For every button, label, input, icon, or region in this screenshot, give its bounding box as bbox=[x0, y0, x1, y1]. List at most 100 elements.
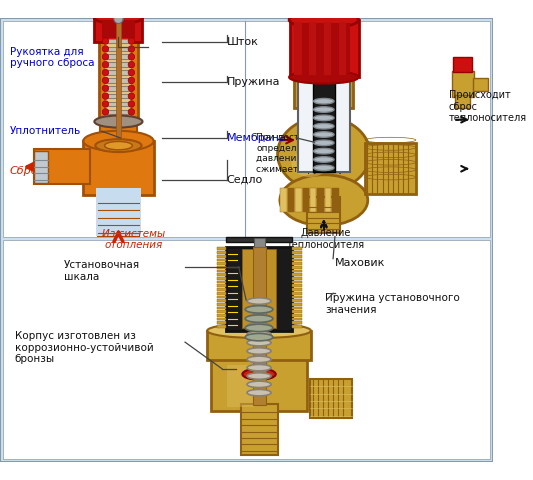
Bar bbox=[216, 247, 226, 250]
Ellipse shape bbox=[247, 356, 271, 362]
Bar bbox=[227, 365, 254, 407]
Ellipse shape bbox=[289, 12, 359, 28]
Bar bbox=[293, 285, 302, 287]
Bar bbox=[303, 188, 309, 212]
Bar bbox=[106, 35, 131, 118]
Bar bbox=[216, 266, 226, 269]
Circle shape bbox=[128, 77, 135, 84]
Ellipse shape bbox=[245, 315, 273, 323]
Bar bbox=[293, 325, 302, 328]
Bar bbox=[293, 310, 302, 313]
Ellipse shape bbox=[245, 306, 273, 313]
Circle shape bbox=[102, 69, 109, 76]
Ellipse shape bbox=[247, 331, 271, 337]
Circle shape bbox=[102, 46, 109, 52]
Bar bbox=[3, 240, 490, 459]
Circle shape bbox=[102, 101, 109, 107]
Text: Седло: Седло bbox=[227, 175, 263, 185]
Bar bbox=[216, 296, 226, 298]
Bar bbox=[216, 288, 226, 291]
Bar bbox=[253, 247, 265, 405]
Bar bbox=[116, 13, 121, 138]
Text: Установочная
шкала: Установочная шкала bbox=[64, 260, 140, 282]
Ellipse shape bbox=[247, 323, 271, 329]
Bar bbox=[114, 15, 123, 20]
Bar bbox=[226, 247, 293, 331]
Bar bbox=[216, 318, 226, 321]
Bar bbox=[473, 78, 488, 91]
Text: Пружина установочного
значения: Пружина установочного значения bbox=[326, 293, 460, 315]
Bar bbox=[325, 188, 331, 212]
Bar bbox=[288, 188, 294, 212]
Bar bbox=[216, 303, 226, 306]
Ellipse shape bbox=[245, 334, 273, 341]
Bar bbox=[293, 270, 302, 272]
Text: Пружина: Пружина bbox=[227, 77, 280, 87]
Ellipse shape bbox=[313, 115, 334, 120]
Bar bbox=[294, 75, 353, 108]
Bar bbox=[98, 195, 139, 236]
Circle shape bbox=[128, 46, 135, 52]
Text: Мембрана: Мембрана bbox=[227, 133, 287, 143]
Circle shape bbox=[102, 38, 109, 44]
Ellipse shape bbox=[249, 371, 269, 378]
Bar bbox=[216, 285, 226, 287]
Bar bbox=[216, 270, 226, 272]
Ellipse shape bbox=[247, 373, 271, 379]
Ellipse shape bbox=[247, 348, 271, 354]
Ellipse shape bbox=[83, 131, 154, 151]
Bar bbox=[454, 57, 472, 72]
Bar bbox=[307, 197, 341, 233]
Text: Рукоятка для
ручного сброса: Рукоятка для ручного сброса bbox=[10, 47, 94, 69]
Bar bbox=[289, 20, 359, 77]
Bar bbox=[216, 281, 226, 284]
Ellipse shape bbox=[289, 71, 359, 84]
Ellipse shape bbox=[313, 98, 334, 104]
Bar bbox=[226, 237, 293, 242]
Bar bbox=[293, 318, 302, 321]
Bar bbox=[107, 94, 130, 98]
Bar bbox=[293, 251, 302, 254]
Bar bbox=[451, 71, 474, 96]
Bar bbox=[94, 18, 142, 42]
Bar bbox=[216, 325, 226, 328]
Bar bbox=[207, 331, 311, 360]
Bar bbox=[34, 149, 90, 184]
Circle shape bbox=[114, 14, 123, 24]
Circle shape bbox=[128, 93, 135, 99]
Circle shape bbox=[102, 54, 109, 60]
Ellipse shape bbox=[313, 132, 334, 137]
Text: Из системы
отопления: Из системы отопления bbox=[101, 229, 165, 251]
Ellipse shape bbox=[243, 369, 276, 380]
Bar bbox=[107, 39, 130, 43]
Bar bbox=[332, 188, 338, 212]
Ellipse shape bbox=[313, 140, 334, 145]
Bar bbox=[99, 29, 138, 121]
Ellipse shape bbox=[245, 324, 273, 332]
Bar bbox=[216, 255, 226, 258]
Bar bbox=[455, 95, 470, 108]
Ellipse shape bbox=[247, 314, 271, 321]
Ellipse shape bbox=[313, 148, 334, 154]
Ellipse shape bbox=[247, 364, 271, 371]
Bar bbox=[107, 102, 130, 106]
Ellipse shape bbox=[313, 123, 334, 129]
Bar bbox=[216, 322, 226, 324]
Bar bbox=[216, 314, 226, 317]
Circle shape bbox=[102, 61, 109, 68]
Bar bbox=[102, 20, 135, 38]
Bar bbox=[280, 188, 287, 212]
Bar bbox=[107, 109, 130, 114]
Bar bbox=[293, 288, 302, 291]
Bar bbox=[298, 23, 350, 73]
Bar bbox=[366, 143, 416, 194]
Bar bbox=[338, 22, 346, 75]
Bar bbox=[254, 238, 264, 247]
Bar bbox=[107, 55, 130, 59]
Bar bbox=[293, 281, 302, 284]
Text: Корпус изготовлен из
коррозионно-устойчивой
бронзы: Корпус изготовлен из коррозионно-устойчи… bbox=[15, 331, 154, 364]
Bar bbox=[216, 299, 226, 302]
Bar bbox=[107, 70, 130, 75]
Ellipse shape bbox=[313, 157, 334, 162]
Bar bbox=[216, 251, 226, 254]
